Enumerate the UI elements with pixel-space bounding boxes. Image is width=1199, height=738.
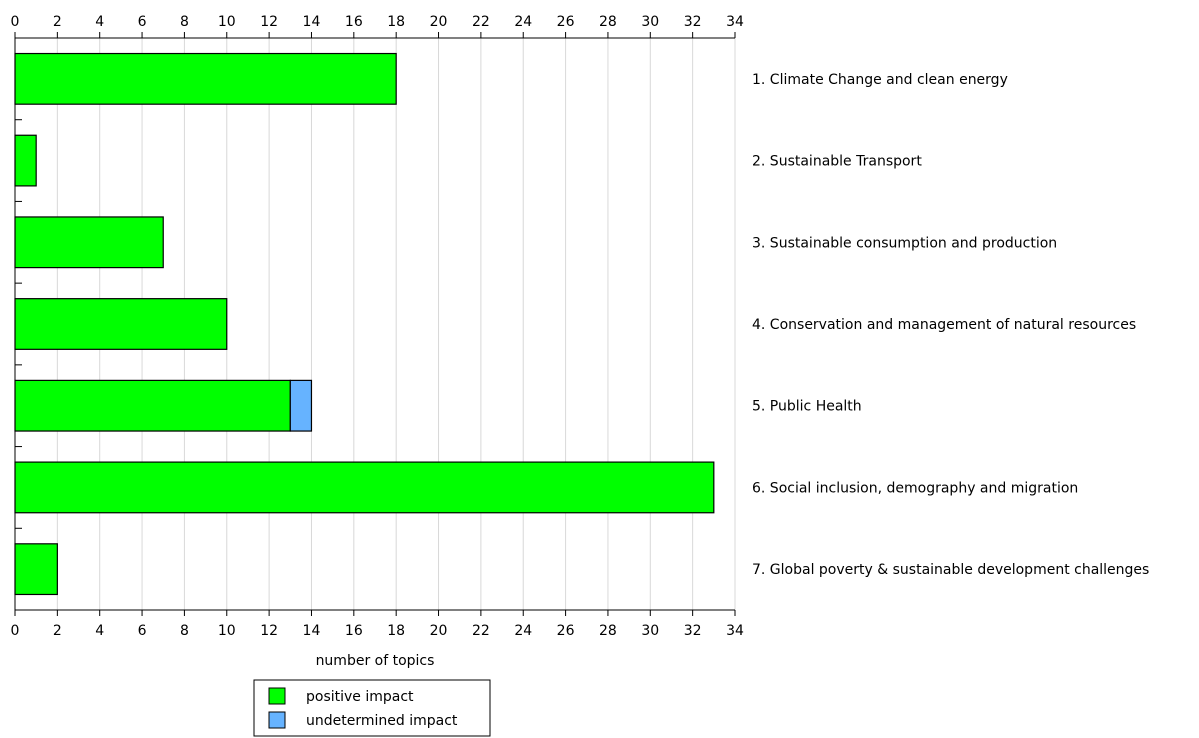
top-tick-label: 12	[260, 14, 278, 30]
top-tick-label: 30	[641, 14, 659, 30]
axes	[14, 32, 736, 616]
bottom-tick-label: 22	[472, 623, 490, 639]
bottom-tick-label: 2	[53, 623, 62, 639]
category-label: 1. Climate Change and clean energy	[752, 72, 1008, 88]
bottom-tick-labels: 0 2 4 6 8 10 12 14 16 18 20 22 24 26 28 30 32 34	[11, 623, 744, 639]
bottom-tick-label: 32	[684, 623, 702, 639]
category-label: 4. Conservation and management of natura…	[752, 317, 1136, 333]
legend-box	[253, 679, 491, 737]
bottom-tick-label: 16	[345, 623, 363, 639]
bottom-tick-label: 10	[218, 623, 236, 639]
top-tick-label: 22	[472, 14, 490, 30]
top-tick-label: 24	[514, 14, 532, 30]
bottom-tick-label: 8	[180, 623, 189, 639]
category-label: 6. Social inclusion, demography and migr…	[752, 480, 1078, 496]
legend: positive impact undetermined impact	[253, 679, 491, 737]
top-tick-label: 14	[303, 14, 321, 30]
bottom-tick-label: 4	[95, 623, 104, 639]
bottom-tick-label: 34	[726, 623, 744, 639]
bottom-tick-label: 26	[557, 623, 575, 639]
top-tick-label: 8	[180, 14, 189, 30]
bar-positive-impact	[14, 461, 715, 514]
top-tick-label: 28	[599, 14, 617, 30]
top-tick-label: 18	[387, 14, 405, 30]
bar-positive-impact	[14, 298, 228, 350]
top-tick-labels: 0 2 4 6 8 10 12 14 16 18 20 22 24 26 28 30 32 34	[11, 14, 744, 30]
top-tick-label: 34	[726, 14, 744, 30]
bar-positive-impact	[14, 543, 58, 596]
top-tick-label: 6	[138, 14, 147, 30]
top-tick-label: 20	[430, 14, 448, 30]
top-tick-label: 2	[53, 14, 62, 30]
legend-swatch	[268, 711, 286, 729]
bottom-tick-label: 6	[138, 623, 147, 639]
bar-positive-impact	[14, 134, 37, 187]
bottom-tick-label: 0	[11, 623, 20, 639]
top-tick-label: 4	[95, 14, 104, 30]
grid-lines	[56, 38, 736, 610]
legend-swatch	[268, 687, 286, 705]
top-tick-label: 10	[218, 14, 236, 30]
bar-positive-impact	[14, 216, 164, 269]
bar-positive-impact	[14, 52, 397, 105]
top-tick-label: 16	[345, 14, 363, 30]
category-label: 5. Public Health	[752, 399, 862, 415]
legend-label: undetermined impact	[306, 713, 458, 729]
bottom-tick-label: 24	[514, 623, 532, 639]
category-label: 3. Sustainable consumption and productio…	[752, 235, 1057, 251]
bottom-tick-label: 14	[303, 623, 321, 639]
top-tick-label: 0	[11, 14, 20, 30]
bottom-tick-label: 20	[430, 623, 448, 639]
bars	[14, 52, 715, 596]
category-label: 2. Sustainable Transport	[752, 154, 922, 170]
bottom-tick-label: 28	[599, 623, 617, 639]
bottom-tick-label: 30	[641, 623, 659, 639]
bottom-tick-label: 12	[260, 623, 278, 639]
bar-positive-impact	[14, 379, 291, 432]
category-label: 7. Global poverty & sustainable developm…	[752, 562, 1149, 578]
legend-label: positive impact	[306, 689, 414, 705]
x-axis-title: number of topics	[316, 653, 435, 669]
bar-undetermined-impact	[289, 379, 313, 432]
top-tick-label: 26	[557, 14, 575, 30]
category-labels: 1. Climate Change and clean energy 2. Sus…	[752, 72, 1149, 578]
bottom-tick-label: 18	[387, 623, 405, 639]
top-tick-label: 32	[684, 14, 702, 30]
